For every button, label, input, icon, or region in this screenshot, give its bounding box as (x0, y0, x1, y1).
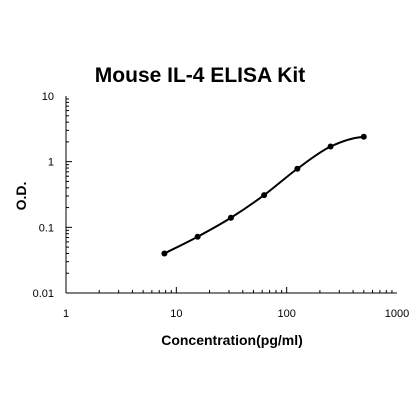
x-tick-label: 100 (277, 308, 295, 320)
data-point (161, 250, 168, 257)
data-point (194, 233, 201, 240)
data-point (294, 165, 301, 172)
data-point (261, 192, 268, 199)
data-point (360, 133, 367, 140)
y-tick-label: 1 (48, 157, 54, 169)
x-axis-ticks: 1 10 100 1000 (63, 287, 409, 320)
y-tick-label: 0.1 (39, 222, 54, 234)
x-tick-label: 10 (170, 308, 182, 320)
chart-title: Mouse IL-4 ELISA Kit (95, 64, 305, 87)
plot-area (65, 96, 397, 294)
data-point (327, 143, 334, 150)
y-axis-label: O.D. (13, 182, 29, 211)
x-axis-label: Concentration(pg/ml) (161, 332, 303, 348)
data-point (227, 214, 234, 221)
y-tick-label: 10 (42, 91, 54, 103)
x-tick-label: 1000 (385, 308, 409, 320)
y-axis-ticks: 0.01 0.1 1 10 (33, 91, 72, 300)
y-tick-label: 0.01 (33, 288, 54, 300)
x-tick-label: 1 (63, 308, 69, 320)
data-points (161, 133, 367, 257)
